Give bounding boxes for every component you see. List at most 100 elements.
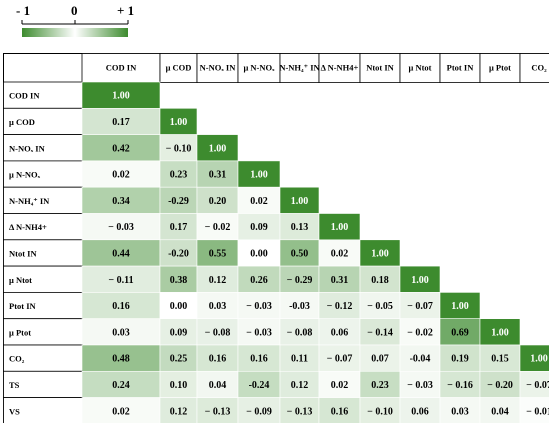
heatmap-cell-value: 0.23 [371, 380, 389, 391]
row-header-cell [3, 397, 83, 423]
row-header-label: TS [9, 380, 20, 390]
heatmap-cell-value: 0.00 [250, 248, 268, 259]
heatmap-cell-value: − 0.13 [205, 406, 231, 417]
heatmap-cell [159, 292, 198, 319]
heatmap-cell-value: − 0.10 [166, 143, 192, 154]
heatmap-cell-value: 0.09 [250, 222, 268, 233]
heatmap-cell [237, 160, 281, 188]
heatmap-cell [318, 370, 361, 398]
heatmap-cell [318, 265, 361, 293]
heatmap-cell [318, 213, 361, 241]
heatmap-cell-value: 1.00 [331, 222, 349, 233]
heatmap-cell-value: − 0.02 [407, 327, 433, 338]
heatmap-cell-value: − 0.02 [205, 222, 231, 233]
heatmap-cell-value: 0.10 [170, 380, 188, 391]
heatmap-cell [81, 134, 161, 162]
heatmap-cell [359, 318, 401, 346]
row-header-label: Ntot IN [9, 248, 37, 258]
column-header-label: μ COD [166, 63, 192, 73]
heatmap-cell-value: − 0.09 [246, 406, 272, 417]
heatmap-cell [359, 265, 401, 293]
heatmap-cell-value: 0.16 [209, 354, 227, 365]
column-header-cell [81, 53, 161, 83]
column-header-label: μ N-NOₓ [243, 63, 275, 73]
row-header-label: VS [9, 406, 20, 416]
heatmap-cell-value: 1.00 [112, 91, 130, 102]
color-scale-max-label: + 1 [117, 3, 135, 18]
heatmap-cell-value: 0.38 [170, 275, 188, 286]
heatmap-cell [196, 134, 239, 162]
heatmap-cell-value: − 0.07 [327, 354, 353, 365]
heatmap-cell-value: 1.00 [411, 275, 429, 286]
heatmap-cell [479, 370, 521, 398]
heatmap-cell-value: 0.48 [112, 354, 130, 365]
heatmap-cell-value: 0.12 [209, 275, 227, 286]
heatmap-cell [279, 265, 320, 293]
heatmap-cell-value: 0.17 [170, 222, 188, 233]
heatmap-cell [237, 213, 281, 241]
heatmap-cell-value: -0.24 [249, 380, 270, 391]
heatmap-cell-value: 0.04 [209, 380, 227, 391]
color-scale-mid-label: 0 [71, 3, 78, 18]
row-header-label: μ N-NOₓ [9, 170, 41, 180]
heatmap-cell [196, 292, 239, 319]
row-header-cell [3, 344, 83, 372]
heatmap-cell-value: 0.06 [411, 406, 429, 417]
heatmap-cell-value: 0.09 [170, 327, 188, 338]
heatmap-cell [318, 344, 361, 372]
row-header-label: N-NH₄⁺ IN [9, 196, 50, 206]
heatmap-cell-value: 0.31 [331, 275, 349, 286]
heatmap-cell-value: 0.23 [170, 170, 188, 181]
heatmap-cell [439, 370, 481, 398]
heatmap-cell [81, 213, 161, 241]
heatmap-cell [196, 239, 239, 267]
heatmap-cell [159, 370, 198, 398]
heatmap-cell-value: 0.02 [331, 248, 349, 259]
color-scale-min-label: - 1 [16, 3, 31, 18]
row-header-label: Δ N-NH4+ [9, 222, 47, 232]
heatmap-cell-value: 0.16 [331, 406, 349, 417]
row-header-cell [3, 160, 83, 188]
column-header-cell [159, 53, 198, 83]
column-header-label: COD IN [106, 63, 137, 73]
heatmap-cell [279, 213, 320, 241]
heatmap-cell [159, 318, 198, 346]
heatmap-cell-value: 0.26 [250, 275, 268, 286]
heatmap-cell [237, 239, 281, 267]
heatmap-cell-value: 1.00 [491, 327, 509, 338]
column-header-label: Δ N-NH4+ [321, 63, 359, 73]
column-header-label: Ptot IN [447, 63, 475, 73]
row-header-cell [3, 318, 83, 346]
heatmap-cell-value: 0.18 [371, 275, 389, 286]
heatmap-cell-value: -0.29 [168, 196, 189, 207]
heatmap-cell-value: − 0.07 [407, 301, 433, 312]
heatmap-cell-value: 0.02 [250, 196, 268, 207]
heatmap-cell-value: 0.42 [112, 143, 130, 154]
heatmap-cell-value: 0.34 [112, 196, 130, 207]
heatmap-cell-value: − 0.03 [246, 327, 272, 338]
heatmap-cell [479, 397, 521, 423]
heatmap-cell-value: 0.06 [331, 327, 349, 338]
heatmap-cell [399, 318, 441, 346]
heatmap-cell [279, 318, 320, 346]
heatmap-cell-value: -0.03 [289, 301, 310, 312]
heatmap-cell-value: 0.03 [209, 301, 227, 312]
heatmap-cell-value: 0.02 [112, 406, 130, 417]
heatmap-cell-value: 0.03 [451, 406, 469, 417]
heatmap-cell-value: 0.00 [170, 301, 188, 312]
heatmap-cell [159, 134, 198, 162]
heatmap-cell [237, 292, 281, 319]
heatmap-cell-value: − 0.03 [246, 301, 272, 312]
column-header-cell [359, 53, 401, 83]
color-scale-bar [22, 28, 128, 37]
heatmap-cell [81, 318, 161, 346]
heatmap-cell-value: -0.20 [168, 248, 189, 259]
heatmap-cell [439, 397, 481, 423]
column-header-cell [519, 53, 549, 83]
heatmap-cell [318, 397, 361, 423]
heatmap-cell-value: − 0.03 [108, 222, 134, 233]
heatmap-cell-value: 1.00 [371, 248, 389, 259]
heatmap-cell-value: 0.12 [291, 380, 309, 391]
heatmap-cell [519, 370, 549, 398]
heatmap-cell-value: − 0.05 [367, 301, 393, 312]
